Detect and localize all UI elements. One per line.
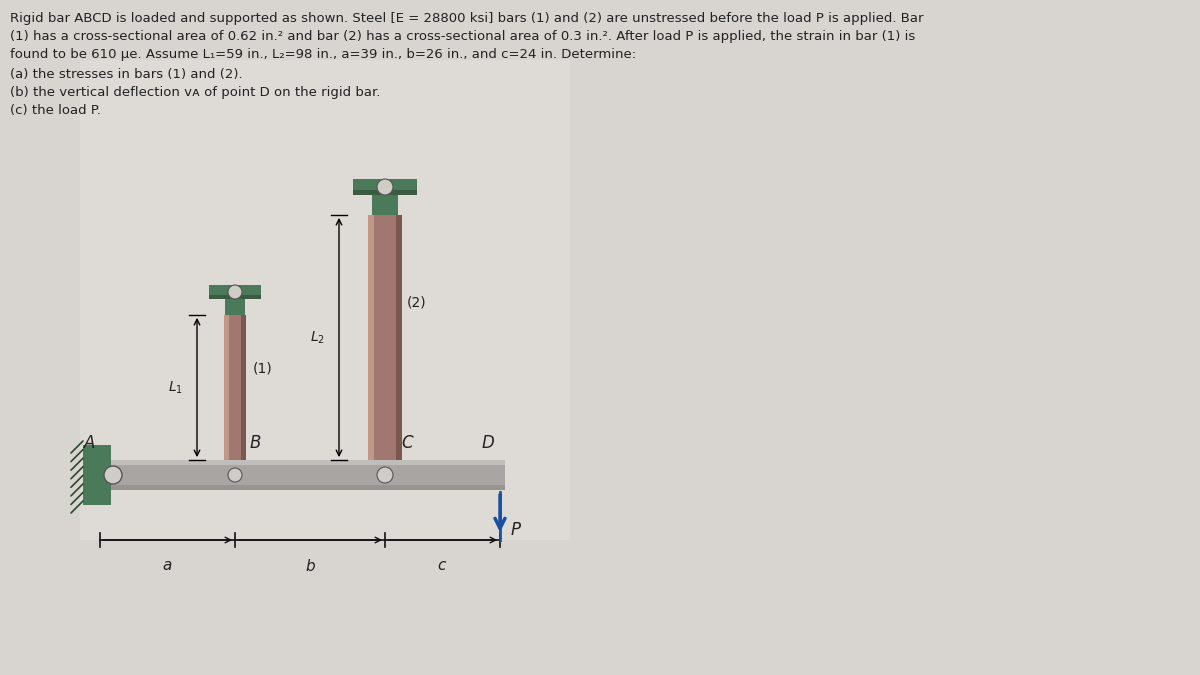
Bar (100, 485, 505, 490)
Text: (b) the vertical deflection vᴀ of point D on the rigid bar.: (b) the vertical deflection vᴀ of point … (10, 86, 380, 99)
Text: C: C (401, 434, 413, 452)
Text: $b$: $b$ (305, 558, 316, 574)
Text: found to be 610 μe. Assume L₁=59 in., L₂=98 in., a=39 in., b=26 in., and c=24 in: found to be 610 μe. Assume L₁=59 in., L₂… (10, 48, 636, 61)
Bar (209, 295, 262, 299)
Text: (a) the stresses in bars (1) and (2).: (a) the stresses in bars (1) and (2). (10, 68, 242, 81)
Bar (224, 315, 229, 460)
Text: $a$: $a$ (162, 558, 172, 573)
Text: (2): (2) (407, 296, 427, 310)
Text: (1) has a cross-sectional area of 0.62 in.² and bar (2) has a cross-sectional ar: (1) has a cross-sectional area of 0.62 i… (10, 30, 916, 43)
Bar (224, 315, 246, 460)
Text: $L_1$: $L_1$ (168, 380, 182, 396)
Circle shape (228, 468, 242, 482)
Bar (372, 195, 398, 215)
Bar (100, 465, 505, 485)
Text: $L_2$: $L_2$ (310, 330, 325, 346)
Bar (80, 60, 570, 540)
Bar (226, 299, 245, 315)
Text: B: B (250, 434, 260, 452)
Bar (368, 215, 374, 460)
Bar (241, 315, 246, 460)
Circle shape (104, 466, 122, 484)
Bar (368, 215, 402, 460)
Text: (c) the load P.: (c) the load P. (10, 104, 101, 117)
Bar (353, 179, 418, 195)
Text: $c$: $c$ (437, 558, 448, 573)
Text: Rigid bar ABCD is loaded and supported as shown. Steel [E = 28800 ksi] bars (1) : Rigid bar ABCD is loaded and supported a… (10, 12, 924, 25)
Bar (396, 215, 402, 460)
Text: D: D (481, 434, 494, 452)
Text: A: A (84, 434, 96, 452)
Bar (209, 285, 262, 299)
Text: $P$: $P$ (510, 521, 522, 539)
Circle shape (377, 179, 394, 195)
Bar (100, 460, 505, 465)
Text: (1): (1) (253, 361, 272, 375)
Circle shape (228, 285, 242, 299)
Bar (353, 190, 418, 195)
Circle shape (377, 467, 394, 483)
Bar (83, 445, 112, 505)
